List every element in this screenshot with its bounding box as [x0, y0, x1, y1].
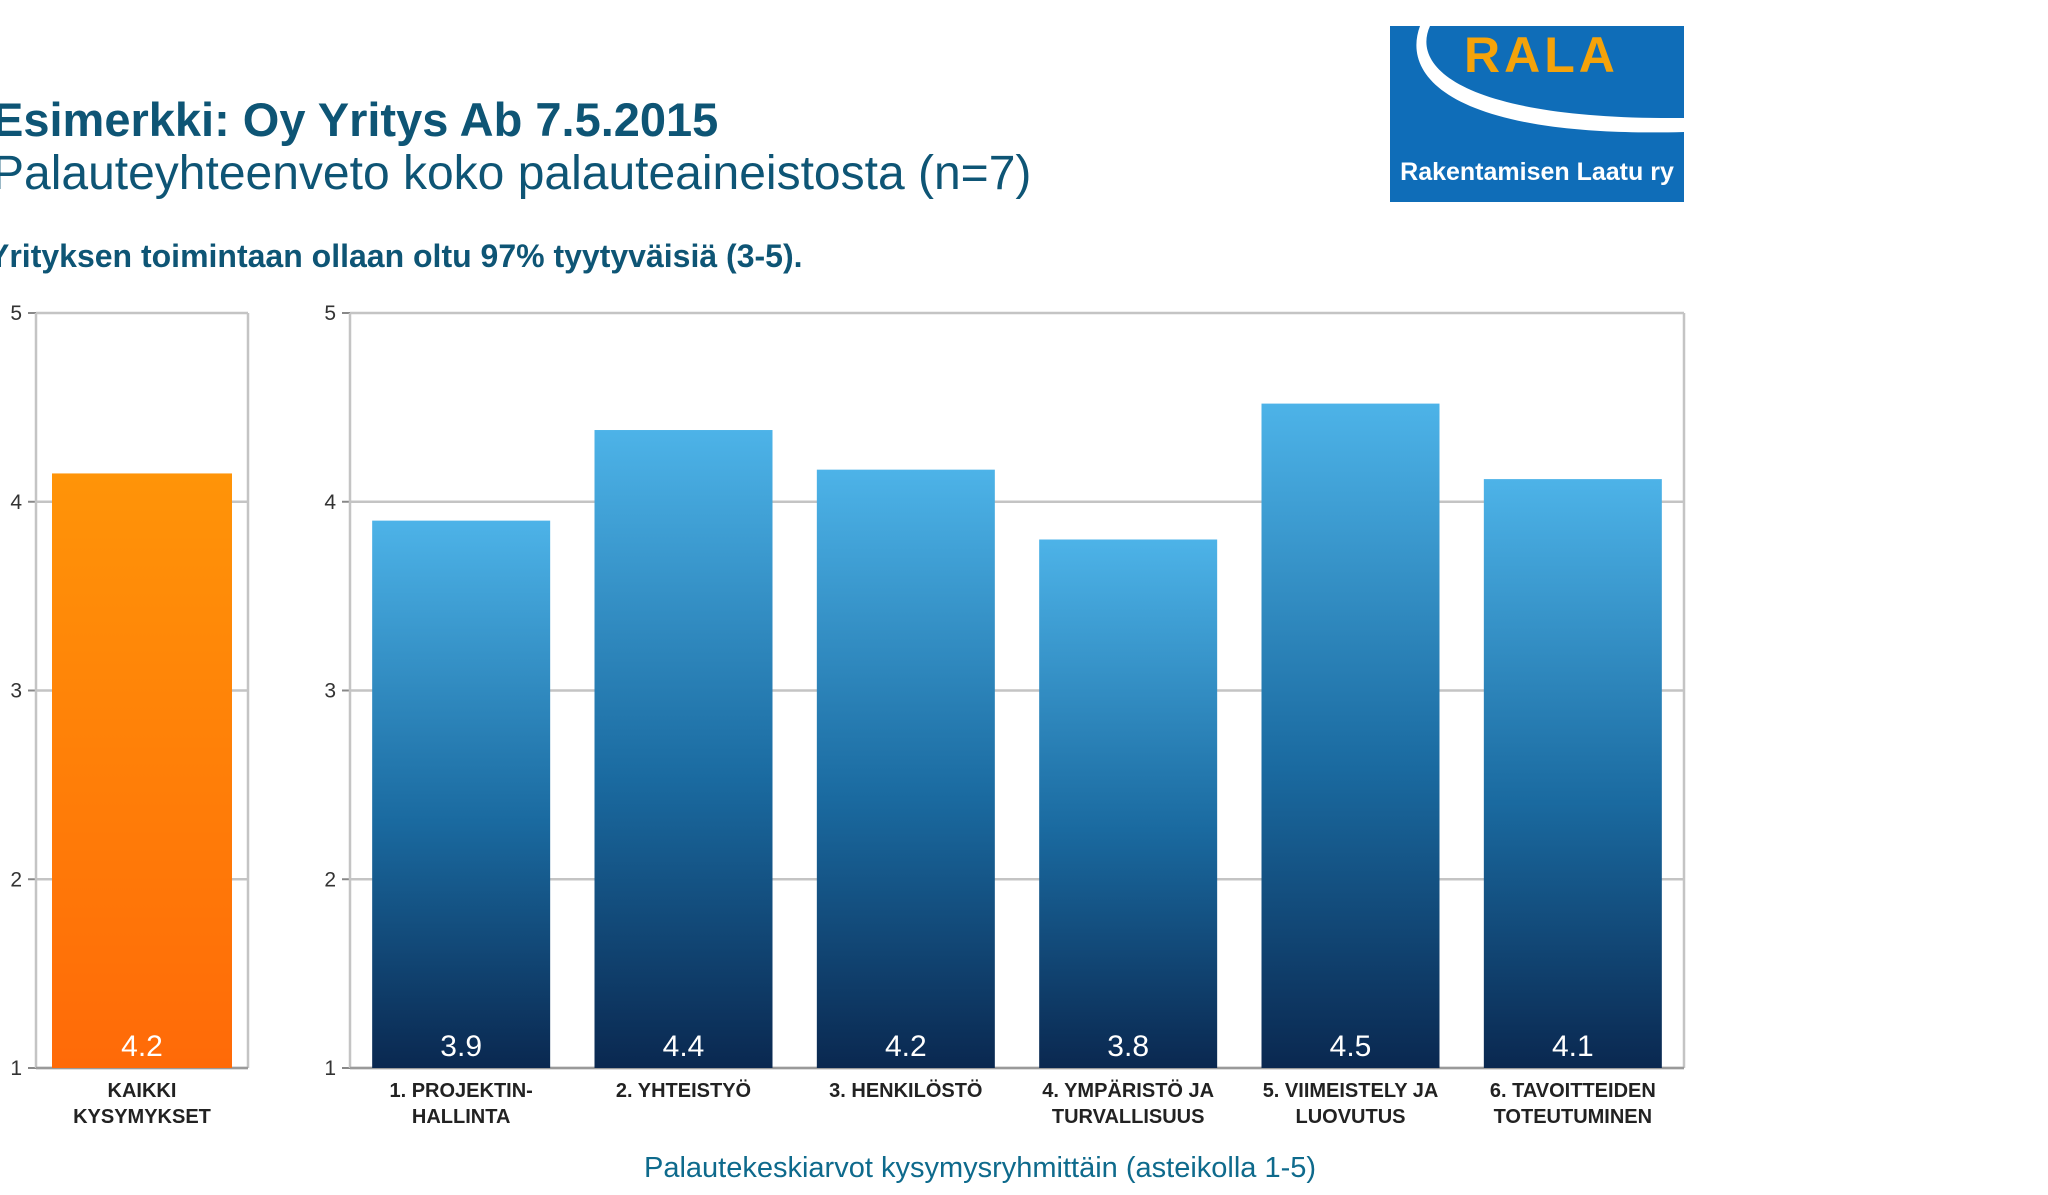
category-category-label: TURVALLISUUS — [1052, 1106, 1205, 1128]
overall-chart: 1 2 3 4 5 4.2 KAIKKI KYSYMYKSET — [10, 302, 250, 1128]
category-category-label: 2. YHTEISTYÖ — [616, 1079, 751, 1102]
category-category-label: 5. VIIMEISTELY JA — [1263, 1080, 1439, 1102]
category-category-label: HALLINTA — [412, 1106, 511, 1128]
category-bar — [372, 520, 551, 1068]
category-category-label: 6. TAVOITTEIDEN — [1490, 1080, 1656, 1102]
category-category-label: 1. PROJEKTIN- — [389, 1080, 532, 1102]
overall-y-tick-label: 5 — [10, 302, 22, 325]
logo-name: RALA — [1464, 27, 1619, 83]
category-value-label: 3.8 — [1107, 1030, 1149, 1063]
category-value-label: 4.2 — [885, 1030, 927, 1063]
x-axis-label: Palautekeskiarvot kysymysryhmittäin (ast… — [644, 1152, 1317, 1184]
category-y-tick-label: 2 — [324, 868, 336, 891]
category-bar — [594, 430, 773, 1068]
overall-y-tick-label: 2 — [10, 868, 22, 891]
category-category-label: 4. YMPÄRISTÖ JA — [1042, 1079, 1214, 1102]
overall-category-label: KAIKKI — [108, 1080, 177, 1102]
page-subtitle: Palauteyhteenveto koko palauteaineistost… — [0, 147, 1032, 200]
category-value-label: 4.5 — [1330, 1030, 1372, 1063]
overall-bar — [52, 473, 232, 1068]
overall-category-label: KYSYMYKSET — [73, 1106, 211, 1128]
overall-value-label: 4.2 — [121, 1030, 163, 1063]
category-y-tick-label: 4 — [324, 491, 336, 514]
category-y-tick-label: 5 — [324, 302, 336, 325]
category-chart: 1 2 3 4 5 3.9 1. PROJEKTIN- HALLINTA 4.4 2. YHTEI… — [324, 302, 1686, 1128]
logo-tagline: Rakentamisen Laatu ry — [1400, 158, 1674, 186]
category-category-label: TOTEUTUMINEN — [1494, 1106, 1653, 1128]
category-bar — [1483, 479, 1662, 1069]
overall-y-tick-label: 1 — [10, 1057, 22, 1080]
category-value-label: 3.9 — [440, 1030, 482, 1063]
page-title: Esimerkki: Oy Yritys Ab 7.5.2015 — [0, 93, 719, 146]
category-value-label: 4.4 — [663, 1030, 705, 1063]
rala-logo: RALA Rakentamisen Laatu ry — [1390, 26, 1684, 202]
category-y-tick-label: 3 — [324, 680, 336, 703]
overall-y-tick-label: 3 — [10, 680, 22, 703]
category-value-label: 4.1 — [1552, 1030, 1594, 1063]
category-category-label: 3. HENKILÖSTÖ — [829, 1079, 982, 1102]
category-bar — [1261, 403, 1440, 1069]
category-bar — [816, 469, 995, 1069]
category-category-label: LUOVUTUS — [1296, 1106, 1406, 1128]
logo-swoosh — [1416, 26, 1684, 133]
category-y-tick-label: 1 — [324, 1057, 336, 1080]
category-bar — [1039, 539, 1218, 1068]
summary-headline: Yrityksen toimintaan ollaan oltu 97% tyy… — [0, 238, 803, 274]
overall-y-tick-label: 4 — [10, 491, 22, 514]
